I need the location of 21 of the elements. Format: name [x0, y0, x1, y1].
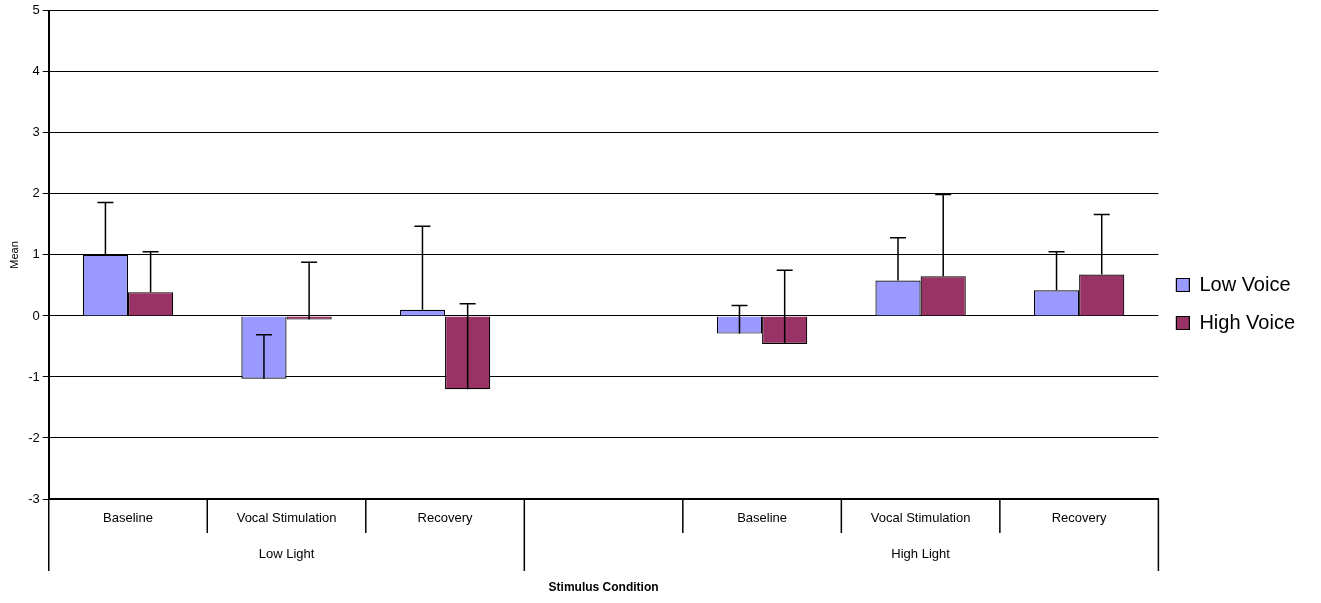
legend-label: High Voice — [1199, 310, 1296, 333]
text: Low Light — [258, 545, 315, 561]
y-tick-label: -3 — [28, 490, 40, 506]
x-tick-label: Recovery — [1051, 510, 1108, 526]
y-tick-label: 1 — [32, 246, 40, 262]
text: High Light — [891, 545, 951, 561]
x-tick-label: Vocal Stimulation — [236, 510, 337, 526]
y-tick-label: 5 — [32, 2, 40, 18]
x-axis-title: Stimulus Condition — [548, 580, 659, 595]
y-tick-label: 0 — [32, 307, 40, 323]
x-tick-label: Baseline — [103, 510, 153, 526]
y-tick-label: 4 — [32, 63, 40, 79]
y-axis-title: Mean — [7, 241, 20, 269]
x-tick-label: Baseline — [737, 510, 788, 526]
x-tick-label: Recovery — [417, 510, 473, 526]
x-tick-label: Vocal Stimulation — [870, 510, 971, 526]
legend-label: Low Voice — [1199, 272, 1291, 295]
y-tick-label: 3 — [32, 124, 40, 140]
y-tick-label: -2 — [28, 429, 40, 445]
y-tick-label: -1 — [28, 368, 40, 384]
y-tick-label: 2 — [32, 185, 40, 201]
